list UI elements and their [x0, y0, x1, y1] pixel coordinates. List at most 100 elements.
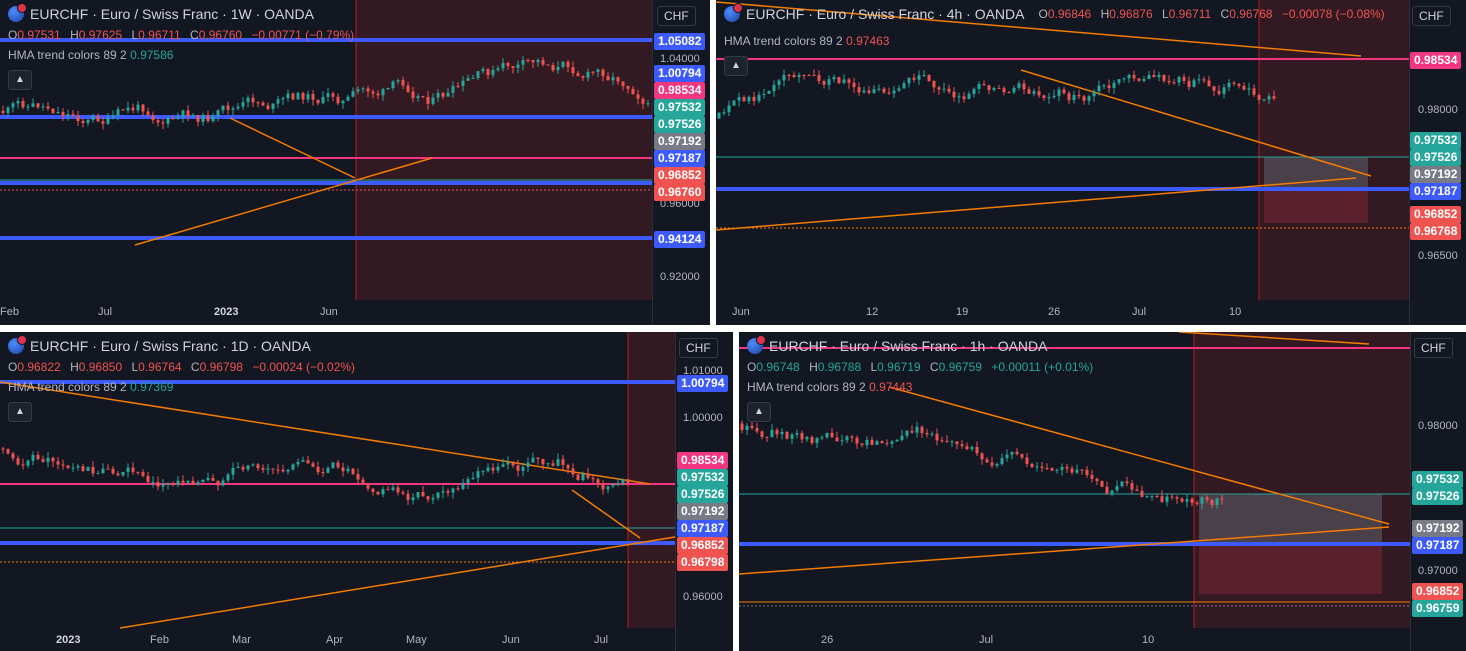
- indicator-value: 0.97443: [869, 380, 913, 394]
- candle-body: [231, 467, 235, 475]
- candle-body: [942, 88, 946, 90]
- candle-body: [757, 94, 761, 101]
- candle-body: [895, 439, 899, 442]
- candle-body: [1200, 497, 1204, 504]
- candle-body: [151, 115, 155, 121]
- chart-pane-1w[interactable]: EURCHF · Euro / Swiss Franc · 1W · OANDA…: [0, 0, 710, 325]
- price-axis[interactable]: [1410, 332, 1466, 651]
- candle-body: [1162, 75, 1166, 81]
- candle-body: [1045, 467, 1049, 469]
- chart-canvas[interactable]: [739, 332, 1466, 651]
- candle-body: [820, 437, 824, 439]
- candle-body: [41, 106, 45, 108]
- candle-body: [855, 437, 859, 444]
- candle-body: [571, 468, 575, 475]
- candle-body: [611, 483, 615, 487]
- candle-body: [952, 91, 956, 98]
- candle-body: [1002, 88, 1006, 93]
- currency-label[interactable]: CHF: [1414, 338, 1453, 358]
- candle-body: [1142, 79, 1146, 81]
- indicator-legend[interactable]: HMA trend colors 89 2 0.97443: [747, 380, 912, 394]
- price-axis[interactable]: [1409, 0, 1466, 325]
- candle-body: [892, 90, 896, 94]
- candle-body: [201, 115, 205, 122]
- currency-label[interactable]: CHF: [657, 6, 696, 26]
- candle-body: [526, 462, 530, 467]
- candle-body: [436, 93, 440, 98]
- candle-body: [601, 483, 605, 490]
- candle-body: [421, 491, 425, 497]
- candle-body: [847, 79, 851, 83]
- chart-pane-1h[interactable]: EURCHF · Euro / Swiss Franc · 1h · OANDA…: [739, 332, 1466, 651]
- candle-body: [346, 468, 350, 472]
- candle-body: [1067, 93, 1071, 101]
- symbol-logo-icon: [747, 335, 766, 354]
- candle-body: [1222, 87, 1226, 94]
- candle-body: [386, 87, 390, 90]
- candle-body: [626, 479, 630, 484]
- candle-body: [91, 115, 95, 120]
- candle-body: [436, 492, 440, 498]
- change-value: +0.00011 (+0.01%): [991, 360, 1094, 374]
- chart-pane-1d[interactable]: EURCHF · Euro / Swiss Franc · 1D · OANDA…: [0, 332, 733, 651]
- candle-body: [830, 432, 834, 438]
- collapse-legend-button[interactable]: ▲: [8, 70, 32, 90]
- candle-body: [1115, 486, 1119, 491]
- candle-body: [1, 111, 5, 114]
- currency-label[interactable]: CHF: [679, 338, 718, 358]
- candle-body: [136, 471, 140, 473]
- candle-body: [960, 444, 964, 447]
- price-axis[interactable]: [652, 0, 710, 325]
- price-axis[interactable]: [675, 332, 733, 651]
- candle-body: [276, 469, 280, 471]
- candle-body: [226, 105, 230, 110]
- candle-body: [166, 117, 170, 124]
- candle-body: [1262, 99, 1266, 101]
- candle-body: [551, 463, 555, 466]
- chart-canvas[interactable]: [0, 0, 710, 325]
- candle-body: [835, 437, 839, 442]
- candle-body: [1065, 467, 1069, 469]
- collapse-legend-button[interactable]: ▲: [8, 402, 32, 422]
- candle-body: [306, 460, 310, 464]
- candle-body: [106, 117, 110, 124]
- candle-body: [401, 492, 405, 494]
- candle-body: [226, 474, 230, 481]
- candle-body: [870, 439, 874, 445]
- candle-body: [1080, 469, 1084, 471]
- price-label: 1.05082: [654, 33, 706, 50]
- candle-body: [126, 107, 130, 111]
- close-value: 0.96760: [198, 28, 243, 42]
- candle-body: [511, 462, 515, 466]
- chart-pane-4h[interactable]: EURCHF · Euro / Swiss Franc · 4h · OANDA…: [716, 0, 1466, 325]
- indicator-legend[interactable]: HMA trend colors 89 2 0.97369: [8, 380, 173, 394]
- stop-box: [1199, 544, 1382, 594]
- price-tick: 1.04000: [660, 53, 700, 65]
- candle-body: [86, 119, 90, 123]
- candle-body: [1185, 498, 1189, 502]
- currency-label[interactable]: CHF: [1412, 6, 1451, 26]
- collapse-legend-button[interactable]: ▲: [747, 402, 771, 422]
- candle-body: [1100, 480, 1104, 487]
- indicator-legend[interactable]: HMA trend colors 89 2 0.97586: [8, 48, 173, 62]
- trend-line: [739, 526, 1390, 575]
- candle-body: [461, 80, 465, 86]
- chart-canvas[interactable]: [0, 332, 733, 651]
- candle-body: [336, 96, 340, 104]
- collapse-legend-button[interactable]: ▲: [724, 56, 748, 76]
- candle-body: [531, 457, 535, 463]
- candle-body: [496, 68, 500, 71]
- candle-body: [755, 427, 759, 432]
- candle-body: [1140, 490, 1144, 498]
- candle-body: [476, 71, 480, 78]
- close-value: 0.96768: [1229, 7, 1273, 21]
- candle-body: [241, 466, 245, 470]
- price-label: 0.96768: [1410, 223, 1462, 240]
- chart-canvas[interactable]: [716, 0, 1466, 325]
- candle-body: [581, 473, 585, 481]
- candle-body: [156, 120, 160, 123]
- candle-body: [581, 76, 585, 78]
- candle-body: [1215, 498, 1219, 506]
- indicator-legend[interactable]: HMA trend colors 89 2 0.97463: [724, 34, 889, 48]
- candle-body: [797, 75, 801, 77]
